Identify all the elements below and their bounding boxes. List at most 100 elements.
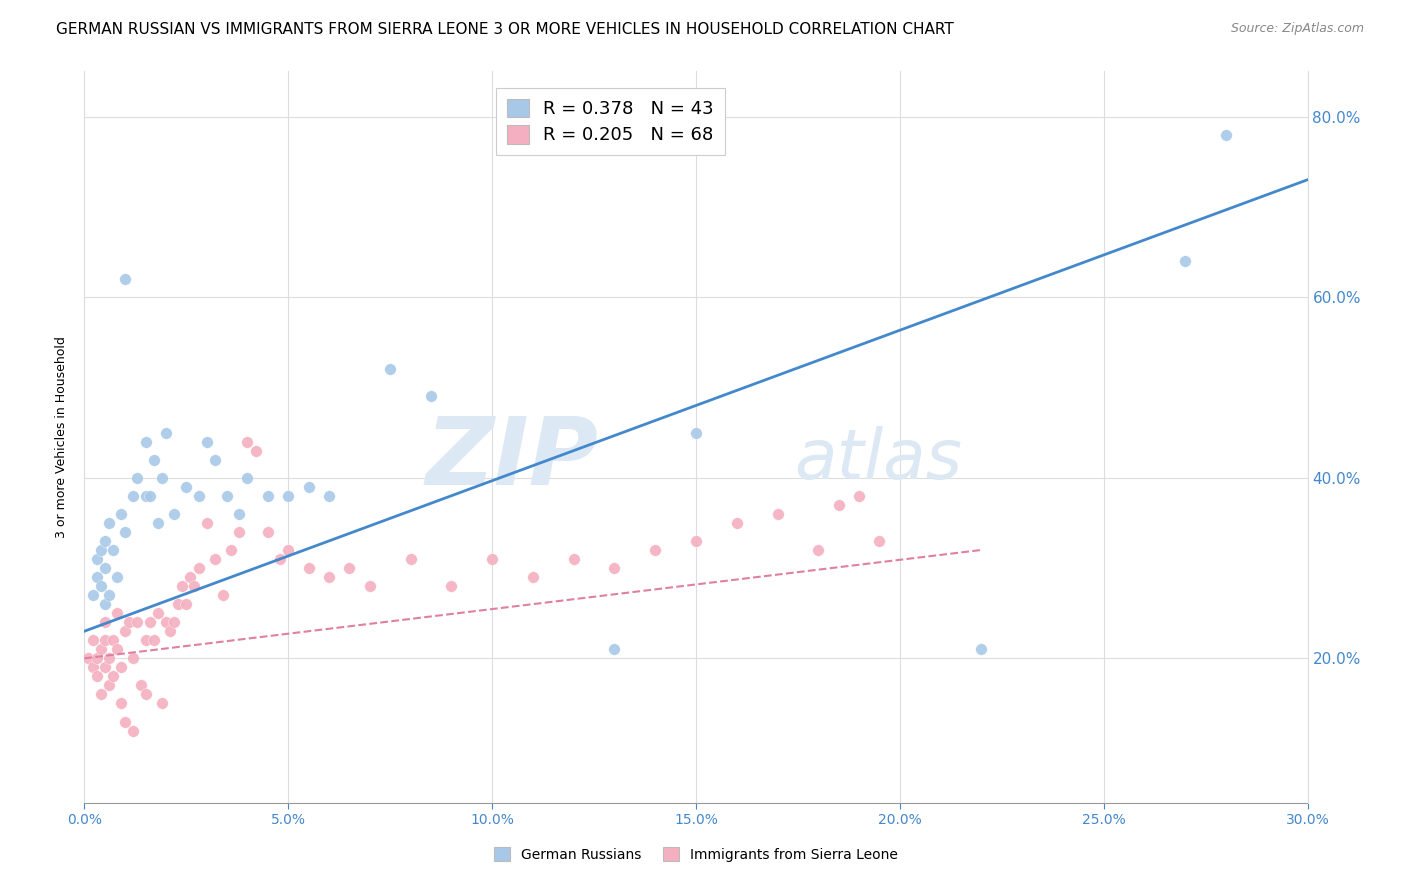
Point xyxy=(77,651,100,665)
Point xyxy=(236,471,259,485)
Point xyxy=(522,570,544,584)
Point xyxy=(90,642,112,657)
Point xyxy=(481,552,503,566)
Point xyxy=(90,543,112,558)
Point xyxy=(155,425,177,440)
Point xyxy=(245,443,267,458)
Point xyxy=(122,651,145,665)
Point xyxy=(93,615,115,630)
Point xyxy=(155,615,177,630)
Point xyxy=(869,533,891,548)
Point xyxy=(122,489,145,503)
Point xyxy=(105,570,128,584)
Point xyxy=(90,579,112,593)
Point xyxy=(204,452,226,467)
Point xyxy=(142,452,165,467)
Point xyxy=(82,633,104,648)
Point xyxy=(138,615,160,630)
Point xyxy=(101,543,124,558)
Text: atlas: atlas xyxy=(794,425,962,492)
Point xyxy=(1174,254,1197,268)
Point xyxy=(298,561,321,575)
Point xyxy=(685,533,707,548)
Point xyxy=(101,633,124,648)
Point xyxy=(93,633,115,648)
Point xyxy=(848,489,870,503)
Point xyxy=(217,489,239,503)
Point xyxy=(135,434,157,449)
Point xyxy=(318,489,340,503)
Point xyxy=(82,660,104,674)
Point xyxy=(399,552,422,566)
Point xyxy=(212,588,235,602)
Point xyxy=(97,516,120,530)
Legend: German Russians, Immigrants from Sierra Leone: German Russians, Immigrants from Sierra … xyxy=(494,847,898,862)
Point xyxy=(420,389,443,403)
Point xyxy=(97,588,120,602)
Point xyxy=(127,471,149,485)
Point xyxy=(163,615,186,630)
Point xyxy=(86,552,108,566)
Point xyxy=(114,624,136,639)
Point xyxy=(93,561,115,575)
Point xyxy=(228,507,250,521)
Point xyxy=(105,642,128,657)
Point xyxy=(172,579,194,593)
Point xyxy=(257,524,280,539)
Point xyxy=(86,570,108,584)
Point xyxy=(603,561,626,575)
Point xyxy=(603,642,626,657)
Point xyxy=(163,507,186,521)
Point xyxy=(142,633,165,648)
Point xyxy=(725,516,748,530)
Point xyxy=(219,543,242,558)
Point xyxy=(269,552,291,566)
Point xyxy=(174,480,197,494)
Point xyxy=(236,434,259,449)
Point xyxy=(1215,128,1237,142)
Point xyxy=(122,723,145,738)
Point xyxy=(86,651,108,665)
Point xyxy=(138,489,160,503)
Point xyxy=(131,678,153,692)
Point xyxy=(970,642,993,657)
Text: ZIP: ZIP xyxy=(425,413,598,505)
Point xyxy=(174,597,197,611)
Point xyxy=(195,434,218,449)
Point xyxy=(318,570,340,584)
Point xyxy=(766,507,789,521)
Point xyxy=(187,489,209,503)
Text: Source: ZipAtlas.com: Source: ZipAtlas.com xyxy=(1230,22,1364,36)
Point xyxy=(105,606,128,620)
Point xyxy=(277,489,299,503)
Point xyxy=(562,552,585,566)
Point xyxy=(93,533,115,548)
Point xyxy=(298,480,321,494)
Point xyxy=(135,489,157,503)
Point xyxy=(440,579,463,593)
Point xyxy=(150,471,173,485)
Point xyxy=(110,660,132,674)
Point xyxy=(97,651,120,665)
Point xyxy=(187,561,209,575)
Point xyxy=(167,597,190,611)
Point xyxy=(828,498,851,512)
Point xyxy=(86,669,108,683)
Point xyxy=(135,688,157,702)
Point xyxy=(228,524,250,539)
Point xyxy=(339,561,361,575)
Point xyxy=(110,697,132,711)
Point xyxy=(359,579,381,593)
Point xyxy=(97,678,120,692)
Point xyxy=(93,597,115,611)
Point xyxy=(82,588,104,602)
Point xyxy=(257,489,280,503)
Point xyxy=(807,543,830,558)
Point xyxy=(277,543,299,558)
Point xyxy=(685,425,707,440)
Point xyxy=(204,552,226,566)
Point xyxy=(146,516,169,530)
Point xyxy=(114,272,136,286)
Point xyxy=(159,624,181,639)
Point xyxy=(90,688,112,702)
